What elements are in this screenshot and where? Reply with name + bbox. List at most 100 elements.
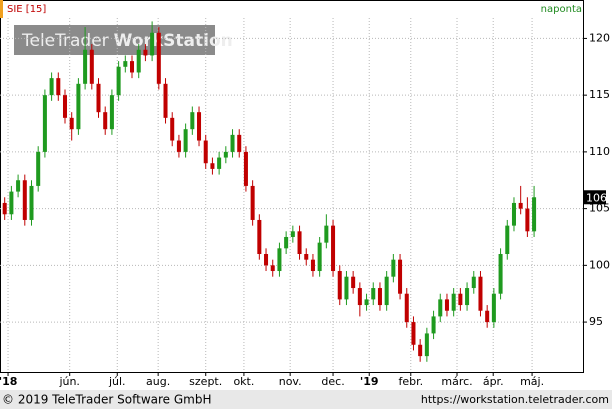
- candle-body: [109, 95, 114, 130]
- candle-body: [411, 322, 416, 345]
- candle-body: [465, 288, 470, 306]
- candle-body: [150, 32, 155, 56]
- y-tick-label: 105: [589, 202, 610, 215]
- candle-body: [36, 151, 41, 186]
- x-tick-label: febr.: [398, 375, 423, 388]
- candle-body: [237, 134, 242, 152]
- candle-body: [337, 271, 342, 300]
- watermark-part: WorkStation: [114, 31, 233, 51]
- candle-body: [203, 140, 208, 164]
- symbol-marker: [0, 0, 3, 18]
- candle-body: [62, 95, 68, 118]
- candle-body: [344, 276, 349, 300]
- candle-body: [525, 208, 530, 232]
- candle-body: [331, 225, 336, 272]
- candle-body: [444, 299, 449, 311]
- candle-body: [371, 288, 376, 300]
- candle-body: [310, 259, 315, 272]
- watermark-box: [14, 25, 215, 55]
- y-tick-label: 110: [589, 145, 610, 158]
- footer-bar: [0, 390, 612, 409]
- last-value-label: 106: [586, 191, 607, 204]
- candle-body: [485, 310, 490, 323]
- candle-body: [471, 276, 476, 289]
- y-tick-label: 115: [589, 88, 610, 101]
- candle-body: [418, 344, 423, 357]
- candle-body: [243, 151, 248, 186]
- candle-body: [223, 151, 228, 158]
- candle-body: [270, 265, 275, 272]
- x-tick-label: máj.: [520, 375, 544, 388]
- candle-body: [83, 49, 88, 84]
- candle-body: [284, 236, 289, 249]
- candle-body: [116, 66, 121, 96]
- candle-body: [143, 49, 148, 56]
- y-tick-label: 120: [589, 31, 610, 44]
- x-tick-label: okt.: [233, 375, 254, 388]
- candle-body: [9, 191, 14, 215]
- candle-body: [451, 293, 456, 311]
- candle-body: [69, 117, 74, 130]
- x-tick-label: szept.: [189, 375, 222, 388]
- candle-body: [290, 231, 295, 237]
- candle-body: [391, 259, 396, 277]
- candle-body: [22, 180, 27, 220]
- candle-body: [190, 112, 195, 130]
- candle-body: [511, 202, 516, 226]
- candle-body: [96, 83, 101, 113]
- candle-body: [210, 163, 215, 169]
- candle-body: [438, 299, 443, 317]
- candle-body: [230, 134, 235, 152]
- footer-right: https://workstation.teletrader.com: [421, 393, 609, 406]
- candle-body: [264, 254, 269, 266]
- candle-body: [357, 288, 362, 306]
- chart-subtitle: naponta: [541, 4, 582, 15]
- candle-body: [56, 78, 61, 96]
- x-tick-label: ápr.: [483, 375, 504, 388]
- candle-body: [16, 180, 21, 192]
- candle-body: [277, 248, 282, 272]
- watermark: TeleTrader WorkStation: [21, 31, 233, 51]
- x-tick-label: nov.: [279, 375, 302, 388]
- candle-body: [257, 219, 262, 254]
- last-value-box: [584, 190, 606, 205]
- x-tick-label: aug.: [146, 375, 170, 388]
- candle-body: [384, 276, 389, 306]
- candle-body: [404, 293, 409, 323]
- y-tick-label: 95: [589, 315, 603, 328]
- x-tick-label: '19: [360, 375, 379, 388]
- x-tick-label: jún.: [58, 375, 80, 388]
- candle-body: [505, 225, 510, 254]
- candle-body: [2, 202, 7, 215]
- chart-title: SIE [15]: [7, 4, 46, 15]
- candle-body: [76, 83, 81, 130]
- candle-body: [458, 293, 463, 306]
- candle-body: [351, 276, 356, 289]
- candle-body: [170, 117, 175, 141]
- candle-body: [136, 49, 141, 73]
- candle-body: [377, 288, 382, 306]
- candle-body: [197, 112, 202, 141]
- candle-body: [324, 225, 329, 243]
- candle-body: [89, 49, 94, 84]
- candle-body: [103, 112, 108, 130]
- candle-body: [518, 202, 523, 209]
- x-tick-label: '18: [0, 375, 17, 388]
- candle-body: [498, 254, 503, 294]
- candle-body: [49, 78, 54, 96]
- candle-body: [491, 293, 496, 323]
- candle-body: [29, 185, 34, 220]
- candle-body: [123, 61, 128, 67]
- footer-left: © 2019 TeleTrader Software GmbH: [2, 393, 212, 407]
- candle-body: [364, 299, 369, 306]
- candle-body: [317, 242, 322, 272]
- plot-frame: [0, 0, 584, 373]
- x-tick-label: júl.: [108, 375, 126, 388]
- candle-body: [130, 61, 135, 73]
- candle-body: [163, 83, 168, 118]
- candle-body: [250, 185, 255, 220]
- candle-body: [42, 95, 47, 152]
- candle-body: [156, 32, 161, 84]
